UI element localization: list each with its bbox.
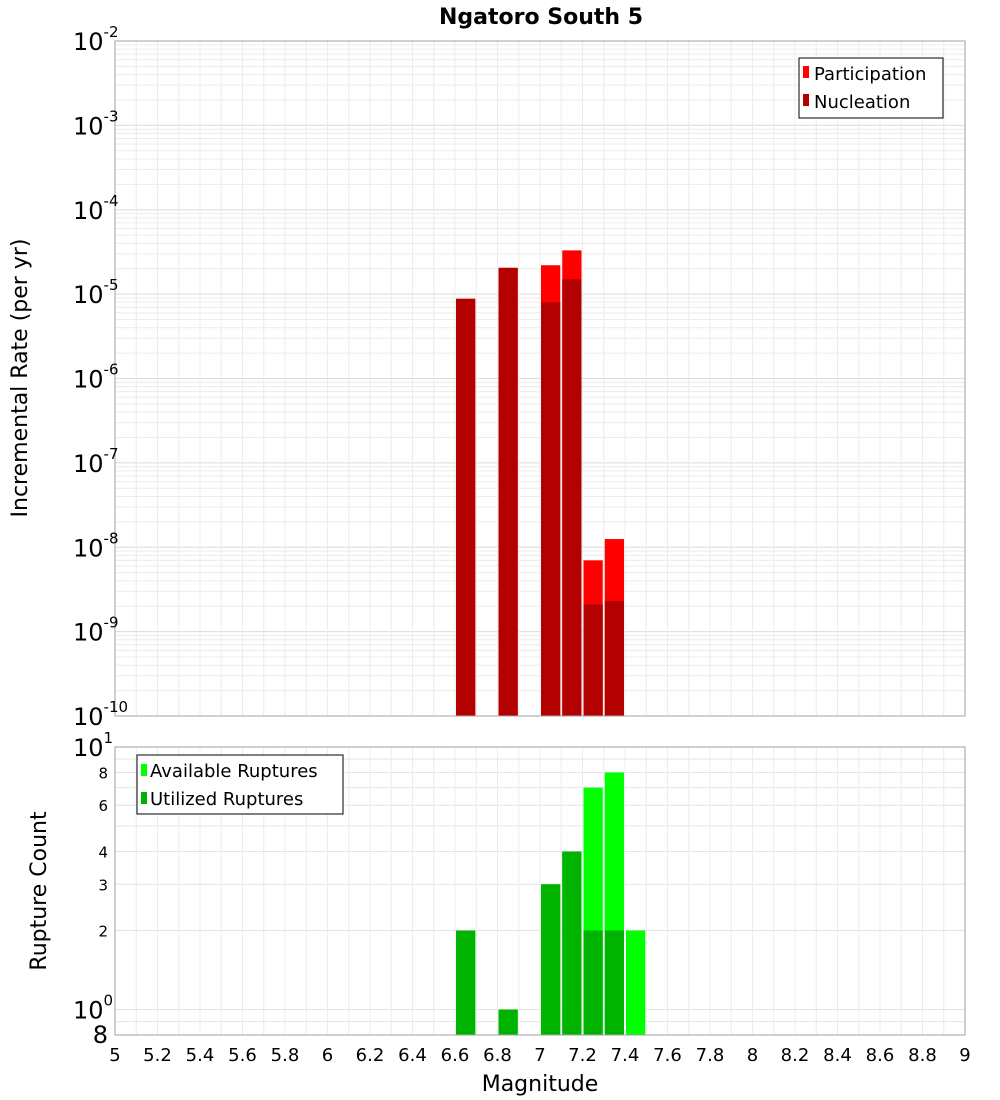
magnitude-x-tick-label: 5.8 — [271, 1045, 300, 1066]
count-y-tick-label: 4 — [98, 843, 108, 861]
utilized-bar — [604, 930, 624, 1035]
count-y-tick-label-major: 101 — [73, 729, 113, 762]
magnitude-x-tick-label: 7.4 — [611, 1045, 640, 1066]
magnitude-x-tick-label: 6.2 — [356, 1045, 385, 1066]
nucleation-bar — [498, 267, 518, 716]
nucleation-bars — [456, 267, 624, 716]
magnitude-x-tick-label: 8.2 — [781, 1045, 810, 1066]
nucleation-bar — [456, 298, 476, 716]
count-y-tick-label: 3 — [98, 876, 108, 894]
rate-y-tick-label: 10-3 — [73, 107, 119, 140]
rate-legend-box — [798, 57, 944, 119]
magnitude-x-tick-label: 5 — [109, 1045, 120, 1066]
rate-y-axis-label: Incremental Rate (per yr) — [8, 239, 33, 518]
utilized-bar — [541, 884, 561, 1035]
available-legend-swatch — [141, 764, 147, 776]
rate-y-tick-label: 10-10 — [73, 698, 128, 731]
rate-plot-frame — [114, 40, 966, 717]
rate-y-tick-label: 10-9 — [73, 614, 119, 647]
magnitude-x-tick-label: 9 — [959, 1045, 970, 1066]
rate-legend: Participation Nucleation — [798, 57, 944, 119]
rate-y-ticks: 10-10 10-9 10-8 10-7 10-6 10-5 10-4 10-3 10-2 — [73, 23, 128, 731]
count-y-tick-label: 2 — [98, 923, 108, 941]
magnitude-x-tick-label: 6.6 — [441, 1045, 470, 1066]
count-plot-frame — [114, 746, 966, 1036]
rate-panel: 10-10 10-9 10-8 10-7 10-6 10-5 10-4 10-3 10-2 In… — [8, 23, 966, 731]
utilized-bar — [562, 851, 582, 1035]
nucleation-bar — [562, 279, 582, 716]
count-legend: Available Ruptures Utilized Ruptures — [136, 754, 344, 815]
magnitude-x-tick-label: 6.8 — [483, 1045, 512, 1066]
magnitude-x-tick-label: 8.4 — [823, 1045, 852, 1066]
available-bar — [626, 930, 646, 1035]
magnitude-x-tick-label: 5.4 — [186, 1045, 215, 1066]
utilized-bar — [498, 1009, 518, 1035]
magnitude-x-axis-label: Magnitude — [482, 1072, 599, 1097]
rate-y-tick-label: 10-8 — [73, 529, 119, 562]
count-panel: 8 6 4 3 2 8 101 100 5 5.2 5.4 5.6 5.8 6 6.2 6.4 6.6 6.8 7… — [27, 729, 971, 1097]
rate-y-tick-label: 10-6 — [73, 361, 119, 394]
rate-y-tick-label: 10-2 — [73, 23, 119, 56]
count-y-ticks: 8 6 4 3 2 8 101 100 — [73, 729, 113, 1049]
magnitude-x-tick-label: 7.8 — [696, 1045, 725, 1066]
utilized-legend-swatch — [141, 792, 147, 804]
count-legend-box — [136, 754, 344, 815]
utilized-bars — [456, 851, 624, 1035]
magnitude-x-tick-label: 8 — [747, 1045, 758, 1066]
magnitude-x-tick-label: 5.6 — [228, 1045, 257, 1066]
magnitude-x-tick-label: 7.2 — [568, 1045, 597, 1066]
rate-grid — [114, 41, 966, 717]
available-legend-label: Available Ruptures — [150, 761, 318, 782]
count-y-axis-label: Rupture Count — [27, 811, 52, 971]
magnitude-x-tick-label: 8.6 — [866, 1045, 895, 1066]
nucleation-bar — [583, 604, 603, 716]
rate-y-tick-label: 10-5 — [73, 276, 119, 309]
count-y-tick-label-major: 100 — [73, 992, 113, 1025]
utilized-bar — [456, 930, 476, 1035]
nucleation-bar — [604, 601, 624, 716]
magnitude-x-tick-label: 7.6 — [653, 1045, 682, 1066]
count-y-tick-label: 8 — [98, 764, 108, 782]
count-y-tick-label: 6 — [98, 797, 108, 815]
magnitude-x-ticks: 5 5.2 5.4 5.6 5.8 6 6.2 6.4 6.6 6.8 7 7.2 7.4 7.6 7.8 8… — [109, 1045, 970, 1066]
count-y-tick-label: 8 — [93, 1021, 108, 1049]
participation-legend-swatch — [803, 66, 809, 78]
utilized-bar — [583, 930, 603, 1035]
rate-y-tick-label: 10-4 — [73, 192, 119, 225]
magnitude-x-tick-label: 5.2 — [143, 1045, 172, 1066]
magnitude-x-tick-label: 8.8 — [908, 1045, 937, 1066]
participation-legend-label: Participation — [814, 64, 926, 85]
utilized-legend-label: Utilized Ruptures — [150, 789, 303, 810]
magnitude-x-tick-label: 6.4 — [398, 1045, 427, 1066]
magnitude-x-tick-label: 6 — [322, 1045, 333, 1066]
nucleation-legend-swatch — [803, 94, 809, 106]
nucleation-bar — [541, 302, 561, 716]
chart-title: Ngatoro South 5 — [439, 5, 643, 30]
nucleation-legend-label: Nucleation — [814, 92, 910, 113]
magnitude-x-tick-label: 7 — [534, 1045, 545, 1066]
rate-y-tick-label: 10-7 — [73, 445, 119, 478]
